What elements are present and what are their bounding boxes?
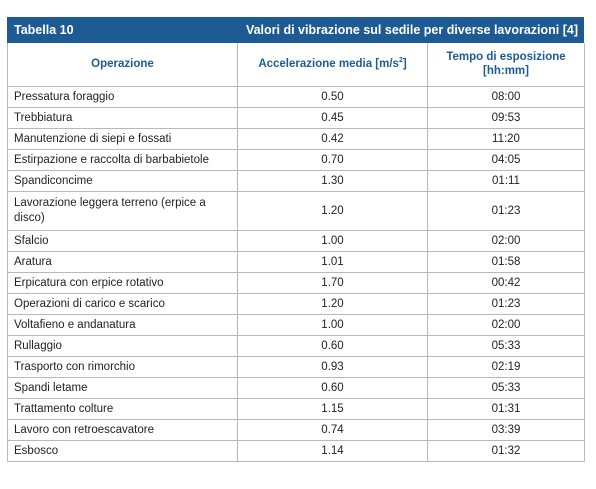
cell-acceleration: 1.01 bbox=[237, 251, 428, 273]
cell-exposure: 05:33 bbox=[427, 335, 585, 357]
cell-exposure: 01:23 bbox=[427, 293, 585, 315]
table-row: Aratura 1.01 01:58 bbox=[7, 251, 585, 273]
table-row: Operazioni di carico e scarico 1.20 01:23 bbox=[7, 293, 585, 315]
cell-acceleration: 0.74 bbox=[237, 419, 428, 441]
table-row: Esbosco 1.14 01:32 bbox=[7, 440, 585, 462]
cell-operation: Estirpazione e raccolta di barbabietole bbox=[7, 149, 238, 171]
cell-acceleration: 0.93 bbox=[237, 356, 428, 378]
cell-acceleration: 1.70 bbox=[237, 272, 428, 294]
cell-operation: Pressatura foraggio bbox=[7, 86, 238, 108]
column-header-exposure-line2: [hh:mm] bbox=[483, 64, 529, 77]
cell-exposure: 02:00 bbox=[427, 230, 585, 252]
column-header-row: Operazione Accelerazione media [m/s2] Te… bbox=[7, 43, 585, 87]
cell-operation: Aratura bbox=[7, 251, 238, 273]
cell-operation: Rullaggio bbox=[7, 335, 238, 357]
cell-operation: Operazioni di carico e scarico bbox=[7, 293, 238, 315]
cell-operation: Voltafieno e andanatura bbox=[7, 314, 238, 336]
table-row: Manutenzione di siepi e fossati 0.42 11:20 bbox=[7, 128, 585, 150]
column-header-exposure: Tempo di esposizione [hh:mm] bbox=[427, 43, 585, 87]
table-row: Trebbiatura 0.45 09:53 bbox=[7, 107, 585, 129]
table-row: Estirpazione e raccolta di barbabietole 0… bbox=[7, 149, 585, 171]
column-header-acceleration-label: Accelerazione media [m/s bbox=[258, 58, 399, 71]
column-header-acceleration: Accelerazione media [m/s2] bbox=[237, 43, 428, 87]
table-row: Trasporto con rimorchio 0.93 02:19 bbox=[7, 356, 585, 378]
cell-exposure: 05:33 bbox=[427, 377, 585, 399]
cell-operation: Manutenzione di siepi e fossati bbox=[7, 128, 238, 150]
cell-exposure: 09:53 bbox=[427, 107, 585, 129]
cell-acceleration: 0.50 bbox=[237, 86, 428, 108]
table-row: Lavorazione leggera terreno (erpice a di… bbox=[7, 191, 585, 231]
cell-acceleration: 1.14 bbox=[237, 440, 428, 462]
table-row: Sfalcio 1.00 02:00 bbox=[7, 230, 585, 252]
cell-operation: Spandi letame bbox=[7, 377, 238, 399]
unit-superscript: 2 bbox=[398, 57, 403, 65]
cell-exposure: 01:31 bbox=[427, 398, 585, 420]
cell-exposure: 03:39 bbox=[427, 419, 585, 441]
cell-operation: Lavorazione leggera terreno (erpice a di… bbox=[7, 191, 238, 231]
cell-operation: Trebbiatura bbox=[7, 107, 238, 129]
table-row: Spandiconcime 1.30 01:11 bbox=[7, 170, 585, 192]
table-row: Trattamento colture 1.15 01:31 bbox=[7, 398, 585, 420]
cell-acceleration: 0.60 bbox=[237, 377, 428, 399]
cell-acceleration: 1.15 bbox=[237, 398, 428, 420]
table-row: Rullaggio 0.60 05:33 bbox=[7, 335, 585, 357]
cell-acceleration: 1.00 bbox=[237, 314, 428, 336]
table-row: Pressatura foraggio 0.50 08:00 bbox=[7, 86, 585, 108]
column-header-operation-label: Operazione bbox=[91, 57, 154, 70]
table-title: Valori di vibrazione sul sedile per dive… bbox=[245, 23, 578, 37]
cell-acceleration: 1.20 bbox=[237, 191, 428, 231]
vibration-table-container: Tabella 10 Valori di vibrazione sul sedi… bbox=[7, 17, 585, 478]
column-header-exposure-line1: Tempo di esposizione bbox=[446, 51, 566, 64]
column-header-operation: Operazione bbox=[7, 43, 238, 87]
cell-exposure: 01:11 bbox=[427, 170, 585, 192]
cell-operation: Sfalcio bbox=[7, 230, 238, 252]
column-header-acceleration-tail: ] bbox=[402, 58, 407, 71]
cell-exposure: 01:32 bbox=[427, 440, 585, 462]
cell-operation: Lavoro con retroescavatore bbox=[7, 419, 238, 441]
cell-acceleration: 1.00 bbox=[237, 230, 428, 252]
table-row: Erpicatura con erpice rotativo 1.70 00:42 bbox=[7, 272, 585, 294]
cell-exposure: 04:05 bbox=[427, 149, 585, 171]
cell-acceleration: 0.42 bbox=[237, 128, 428, 150]
table-row: Lavoro con retroescavatore 0.74 03:39 bbox=[7, 419, 585, 441]
cell-exposure: 02:19 bbox=[427, 356, 585, 378]
cell-operation: Erpicatura con erpice rotativo bbox=[7, 272, 238, 294]
cell-exposure: 00:42 bbox=[427, 272, 585, 294]
cell-acceleration: 0.70 bbox=[237, 149, 428, 171]
cell-acceleration: 1.30 bbox=[237, 170, 428, 192]
cell-acceleration: 1.20 bbox=[237, 293, 428, 315]
table-body: Pressatura foraggio 0.50 08:00 Trebbiatura 0… bbox=[7, 86, 585, 462]
cell-exposure: 01:23 bbox=[427, 191, 585, 231]
cell-exposure: 11:20 bbox=[427, 128, 585, 150]
cell-operation: Trattamento colture bbox=[7, 398, 238, 420]
table-row: Voltafieno e andanatura 1.00 02:00 bbox=[7, 314, 585, 336]
cell-operation: Esbosco bbox=[7, 440, 238, 462]
table-title-bar: Tabella 10 Valori di vibrazione sul sedi… bbox=[7, 17, 584, 43]
cell-exposure: 01:58 bbox=[427, 251, 585, 273]
cell-operation: Spandiconcime bbox=[7, 170, 238, 192]
cell-exposure: 02:00 bbox=[427, 314, 585, 336]
cell-acceleration: 0.45 bbox=[237, 107, 428, 129]
table-row: Spandi letame 0.60 05:33 bbox=[7, 377, 585, 399]
vibration-table: Operazione Accelerazione media [m/s2] Te… bbox=[7, 43, 585, 462]
cell-acceleration: 0.60 bbox=[237, 335, 428, 357]
cell-operation: Trasporto con rimorchio bbox=[7, 356, 238, 378]
table-number: Tabella 10 bbox=[14, 23, 74, 37]
cell-exposure: 08:00 bbox=[427, 86, 585, 108]
